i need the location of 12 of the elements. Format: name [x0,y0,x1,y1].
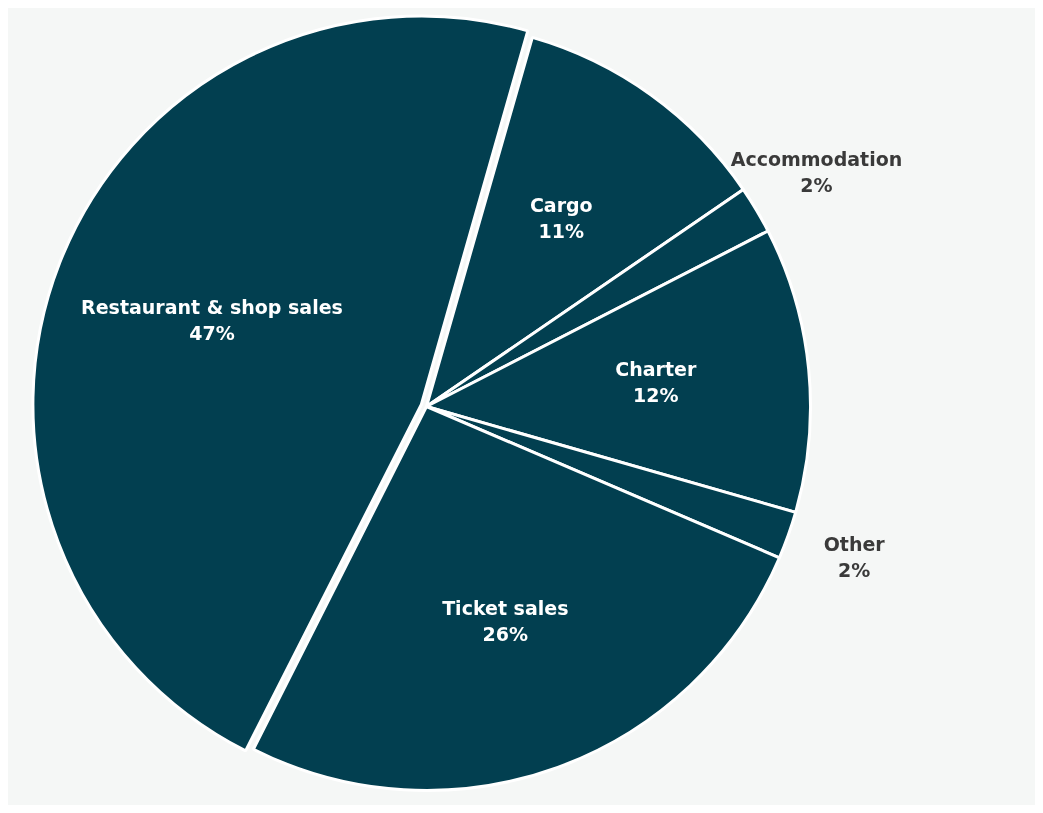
data-label: 2% [800,173,833,196]
slice-label: Ticket sales [442,596,569,619]
slice-label: Other [823,532,886,555]
data-label: 11% [538,219,585,242]
data-label: 26% [482,622,529,645]
data-label: 12% [633,383,679,406]
slice-label: Charter [615,357,697,380]
slice-label: Cargo [529,193,593,216]
data-label: 47% [189,322,235,345]
slice-label: Accommodation [730,147,903,170]
data-label: 2% [838,558,871,581]
slice-label: Restaurant & shop sales [81,296,343,319]
